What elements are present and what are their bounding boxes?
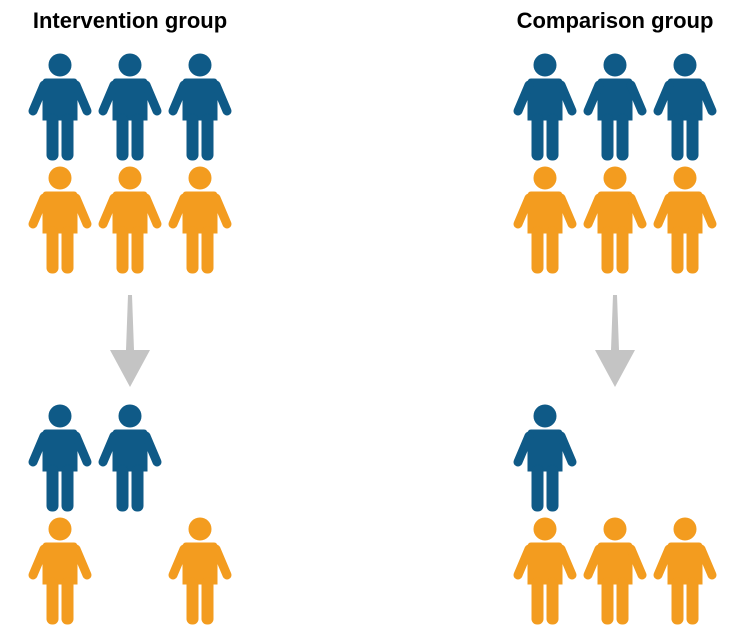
person-icon bbox=[173, 167, 227, 273]
person-icon bbox=[518, 54, 572, 160]
person-icon bbox=[588, 518, 642, 624]
person-icon bbox=[33, 518, 87, 624]
people bbox=[33, 54, 712, 624]
person-icon bbox=[173, 518, 227, 624]
arrow bbox=[595, 295, 635, 387]
person-icon bbox=[103, 405, 157, 511]
person-icon bbox=[103, 54, 157, 160]
group-title: Intervention group bbox=[33, 8, 227, 33]
person-icon bbox=[103, 167, 157, 273]
person-icon bbox=[658, 54, 712, 160]
person-icon bbox=[658, 167, 712, 273]
person-icon bbox=[588, 167, 642, 273]
person-icon bbox=[658, 518, 712, 624]
person-icon bbox=[518, 405, 572, 511]
person-icon bbox=[33, 167, 87, 273]
person-icon bbox=[33, 405, 87, 511]
person-icon bbox=[173, 54, 227, 160]
person-icon bbox=[588, 54, 642, 160]
person-icon bbox=[518, 518, 572, 624]
person-icon bbox=[518, 167, 572, 273]
group-title: Comparison group bbox=[517, 8, 714, 33]
arrow bbox=[110, 295, 150, 387]
person-icon bbox=[33, 54, 87, 160]
